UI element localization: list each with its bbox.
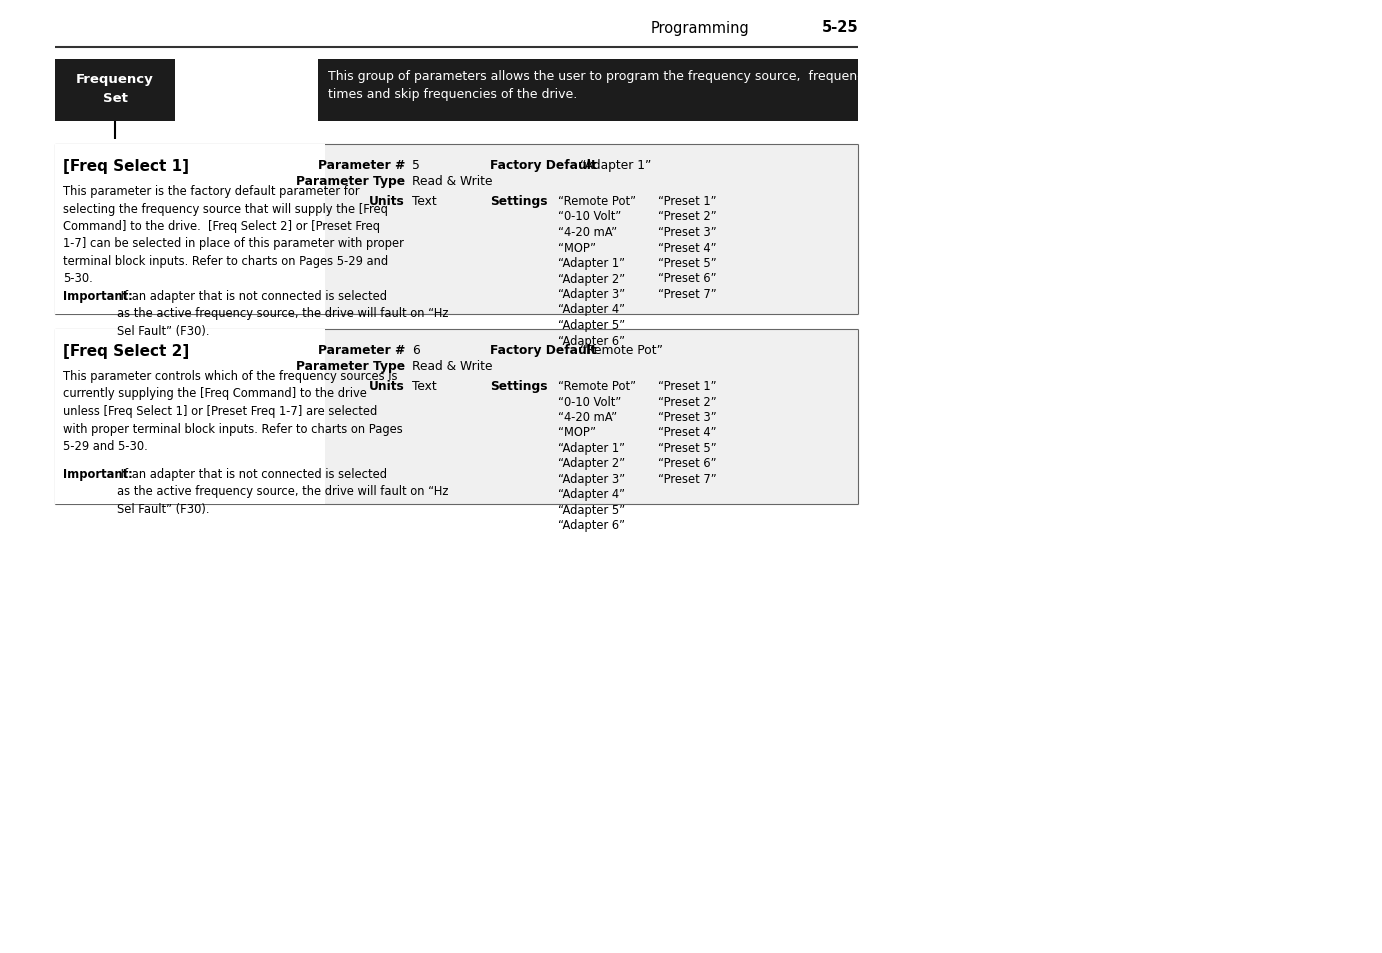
Text: “Remote Pot”: “Remote Pot” [558,379,636,393]
Text: “Adapter 4”: “Adapter 4” [558,488,625,501]
Text: Important:: Important: [64,290,133,303]
Text: “Preset 3”: “Preset 3” [658,411,717,423]
FancyBboxPatch shape [55,145,325,314]
Text: “Adapter 5”: “Adapter 5” [558,503,625,517]
Text: “Preset 5”: “Preset 5” [658,441,717,455]
Text: Units: Units [369,194,405,208]
Text: Factory Default: Factory Default [491,344,597,356]
Text: “Adapter 1”: “Adapter 1” [580,159,651,172]
Text: “Adapter 1”: “Adapter 1” [558,441,625,455]
Text: “Preset 4”: “Preset 4” [658,241,716,254]
Text: “Preset 7”: “Preset 7” [658,473,717,485]
Text: [Freq Select 1]: [Freq Select 1] [64,159,189,173]
Text: “Preset 3”: “Preset 3” [658,226,717,239]
FancyBboxPatch shape [318,60,858,122]
Text: “Adapter 4”: “Adapter 4” [558,303,625,316]
Text: Settings: Settings [491,379,547,393]
Text: “Adapter 6”: “Adapter 6” [558,335,625,347]
Text: “4-20 mA”: “4-20 mA” [558,411,618,423]
Text: “MOP”: “MOP” [558,241,596,254]
Text: “MOP”: “MOP” [558,426,596,439]
Text: If an adapter that is not connected is selected
as the active frequency source, : If an adapter that is not connected is s… [117,468,448,516]
Text: Read & Write: Read & Write [412,359,492,373]
Text: Factory Default: Factory Default [491,159,597,172]
Text: “Adapter 2”: “Adapter 2” [558,457,625,470]
Text: Settings: Settings [491,194,547,208]
Text: “Adapter 2”: “Adapter 2” [558,273,625,285]
Text: Parameter #: Parameter # [318,344,405,356]
Text: Read & Write: Read & Write [412,174,492,188]
Text: This parameter controls which of the frequency sources is
currently supplying th: This parameter controls which of the fre… [64,370,402,453]
Text: “Adapter 6”: “Adapter 6” [558,519,625,532]
Text: [Freq Select 2]: [Freq Select 2] [64,344,189,358]
Text: This group of parameters allows the user to program the frequency source,  frequ: This group of parameters allows the user… [328,70,1005,101]
Text: “Preset 4”: “Preset 4” [658,426,716,439]
Text: 5-25: 5-25 [821,20,858,35]
Text: If an adapter that is not connected is selected
as the active frequency source, : If an adapter that is not connected is s… [117,290,448,337]
FancyBboxPatch shape [55,330,325,504]
Text: “Adapter 3”: “Adapter 3” [558,473,625,485]
Text: “Remote Pot”: “Remote Pot” [558,194,636,208]
Text: Text: Text [412,379,437,393]
Text: Parameter #: Parameter # [318,159,405,172]
Text: “0-10 Volt”: “0-10 Volt” [558,211,622,223]
Text: Units: Units [369,379,405,393]
Text: “4-20 mA”: “4-20 mA” [558,226,618,239]
Text: “Preset 1”: “Preset 1” [658,194,716,208]
Text: “0-10 Volt”: “0-10 Volt” [558,395,622,408]
Text: “Adapter 5”: “Adapter 5” [558,318,625,332]
Text: Parameter Type: Parameter Type [296,174,405,188]
Text: “Preset 5”: “Preset 5” [658,256,717,270]
Text: Programming: Programming [651,20,749,35]
Text: This parameter is the factory default parameter for
selecting the frequency sour: This parameter is the factory default pa… [64,185,404,285]
Text: “Adapter 1”: “Adapter 1” [558,256,625,270]
Text: Important:: Important: [64,468,133,480]
Text: “Preset 2”: “Preset 2” [658,395,717,408]
Text: “Preset 6”: “Preset 6” [658,457,716,470]
Text: 6: 6 [412,344,420,356]
FancyBboxPatch shape [55,60,176,122]
FancyBboxPatch shape [55,330,858,504]
Text: “Preset 7”: “Preset 7” [658,288,717,301]
Text: “Adapter 3”: “Adapter 3” [558,288,625,301]
Text: “Preset 1”: “Preset 1” [658,379,716,393]
Text: 5: 5 [412,159,420,172]
Text: “Preset 2”: “Preset 2” [658,211,717,223]
Text: Text: Text [412,194,437,208]
Text: Frequency
Set: Frequency Set [76,73,153,105]
Text: “Preset 6”: “Preset 6” [658,273,716,285]
FancyBboxPatch shape [55,145,858,314]
Text: “Remote Pot”: “Remote Pot” [580,344,663,356]
Text: Parameter Type: Parameter Type [296,359,405,373]
